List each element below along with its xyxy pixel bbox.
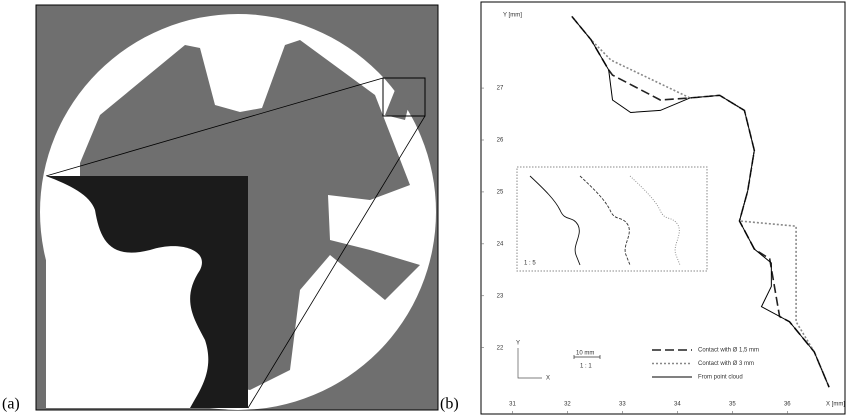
- panel-label: (b): [440, 396, 459, 413]
- y-axis-label: Y [mm]: [503, 13, 522, 19]
- y-tick-label: 26: [497, 138, 504, 144]
- x-tick-label: 36: [784, 402, 791, 408]
- x-tick-label: 31: [509, 402, 516, 408]
- y-tick-label: 22: [497, 345, 504, 351]
- axes-glyph-y: Y: [516, 341, 520, 347]
- x-tick-label: 35: [729, 402, 736, 408]
- axes-glyph-x: X: [546, 376, 550, 382]
- x-tick-label: 32: [564, 402, 571, 408]
- y-tick-label: 25: [497, 189, 504, 195]
- legend-label: Contact with Ø 3 mm: [698, 361, 754, 367]
- chart-frame: [481, 2, 845, 414]
- y-tick-label: 23: [497, 293, 504, 299]
- scale-bar-label: 10 mm: [576, 351, 594, 357]
- photo-panel: [36, 5, 438, 410]
- panel-label: (a): [2, 396, 20, 413]
- inset-scale: 1 : 5: [524, 261, 536, 267]
- x-tick-label: 34: [674, 402, 681, 408]
- x-tick-label: 33: [619, 402, 626, 408]
- x-axis-label: X [mm]: [826, 402, 845, 408]
- y-tick-label: 24: [497, 241, 504, 247]
- legend-label: From point cloud: [698, 375, 743, 381]
- legend-label: Contact with Ø 1,5 mm: [698, 348, 759, 354]
- y-tick-label: 27: [497, 86, 504, 92]
- figure: (a) (b) Y [mm] X [mm] 22 23 24 25 26 27 31 32 33…: [0, 0, 847, 417]
- scale-label: 1 : 1: [580, 364, 592, 370]
